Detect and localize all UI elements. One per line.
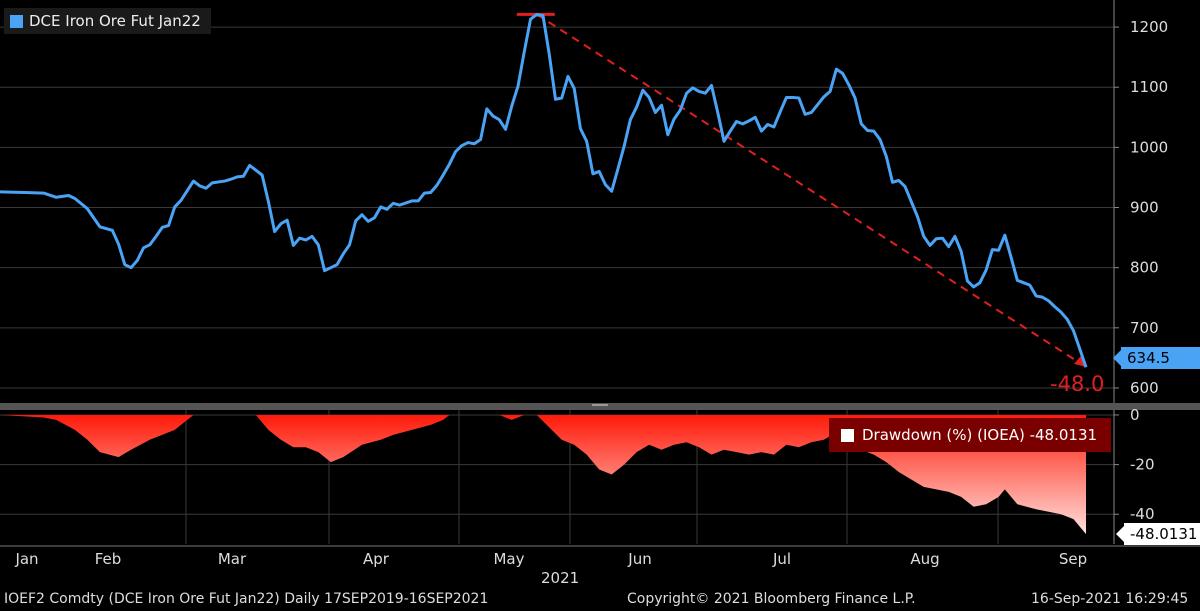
last-price-tag: 634.5 [1113,347,1200,369]
drawdown-tick-label: 0 [1130,406,1140,424]
legend-swatch-icon [10,14,23,28]
price-tick-label: 1100 [1130,78,1168,96]
price-tick-labels: 600 700 800 900 1000 1100 1200 [1114,18,1168,397]
drawdown-tick-label: -40 [1130,505,1155,523]
price-tick-label: 900 [1130,199,1159,217]
drawdown-legend-label: Drawdown (%) (IOEA) -48.0131 [862,426,1098,444]
month-tick-label: Sep [1059,550,1087,568]
last-drawdown-tag: -48.0131 [1116,523,1200,545]
month-tick-label: May [493,550,524,568]
month-tick-label: Apr [363,550,390,568]
drawdown-legend: Drawdown (%) (IOEA) -48.0131 [829,418,1111,452]
drawdown-tick-label: -20 [1130,456,1155,474]
drawdown-legend-swatch-icon [841,428,854,442]
drawdown-annotation: -48.0 [1050,372,1105,396]
panel-resize-handle-icon [592,404,608,406]
month-tick-label: Aug [910,550,939,568]
month-tick-label: Mar [218,550,247,568]
price-line [0,12,1088,368]
trend-arrowhead-icon [1074,355,1086,367]
price-tick-label: 1200 [1130,18,1168,36]
month-tick-label: Jan [14,550,38,568]
price-legend: DCE Iron Ore Fut Jan22 [4,8,211,34]
footer-copyright: Copyright© 2021 Bloomberg Finance L.P. [627,591,916,607]
year-label: 2021 [541,569,580,587]
trend-dashed-line [536,13,1087,368]
footer-security: IOEF2 Comdty (DCE Iron Ore Fut Jan22) Da… [4,591,489,607]
month-tick-label: Feb [95,550,122,568]
price-tick-label: 700 [1130,319,1159,337]
price-grid [0,26,1114,389]
price-tick-label: 800 [1130,259,1159,277]
price-tick-label: 600 [1130,379,1159,397]
price-tick-label: 1000 [1130,138,1168,156]
panel-separator [0,403,1200,410]
drawdown-tick-labels: 0 -20 -40 [1114,406,1155,523]
legend-label: DCE Iron Ore Fut Jan22 [29,12,201,30]
month-tick-labels: Jan Feb Mar Apr May Jun Jul Aug Sep [14,550,1087,568]
month-tick-label: Jul [772,550,791,568]
footer-timestamp: 16-Sep-2021 16:29:45 [1031,591,1189,607]
month-tick-label: Jun [627,550,651,568]
price-series-line [0,12,1088,368]
trend-line [516,12,1087,368]
axes [0,0,1200,547]
